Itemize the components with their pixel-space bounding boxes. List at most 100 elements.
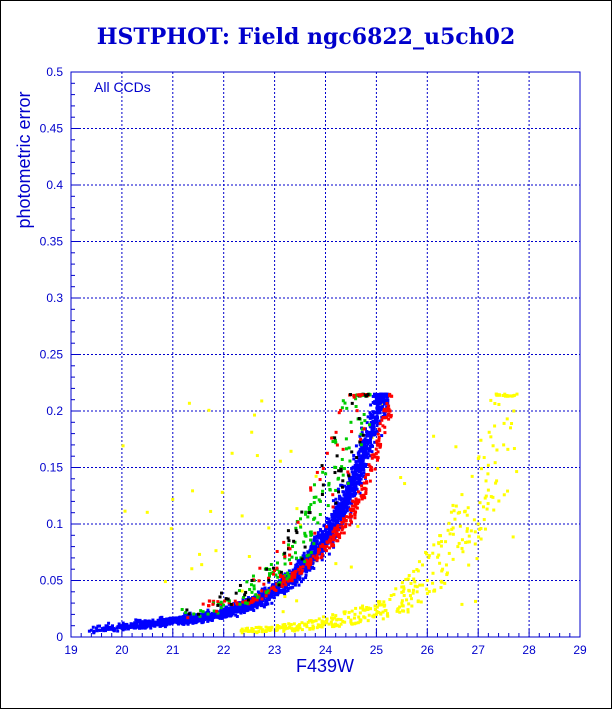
- data-point-black: [341, 479, 345, 483]
- data-point-red: [351, 507, 355, 511]
- plot-area-border: [70, 71, 581, 638]
- data-point-red: [288, 553, 292, 557]
- data-point-yellow: [433, 588, 437, 592]
- data-point-yellow: [427, 590, 431, 594]
- data-point-blue: [233, 609, 237, 613]
- data-point-red: [344, 524, 348, 528]
- data-point-yellow: [413, 580, 417, 584]
- data-point-yellow: [400, 599, 404, 603]
- data-point-red: [319, 556, 323, 560]
- data-point-green: [327, 481, 331, 485]
- data-point-green: [362, 412, 366, 416]
- data-point-blue: [335, 518, 339, 522]
- data-point-yellow: [515, 470, 519, 474]
- data-point-red: [362, 427, 366, 431]
- data-point-blue: [353, 493, 357, 497]
- data-point-blue: [225, 606, 229, 610]
- data-point-blue: [125, 626, 129, 630]
- data-point-yellow: [361, 607, 365, 611]
- data-point-yellow: [260, 628, 264, 632]
- data-point-red: [349, 509, 353, 513]
- data-point-blue: [184, 616, 188, 620]
- data-point-red: [320, 552, 324, 556]
- data-point-blue: [338, 526, 342, 530]
- data-point-blue: [165, 617, 169, 621]
- data-point-blue: [357, 454, 361, 458]
- data-point-yellow: [486, 472, 490, 476]
- data-point-yellow: [407, 589, 411, 593]
- data-point-red: [372, 453, 376, 457]
- data-point-red: [337, 528, 341, 532]
- data-point-yellow: [418, 583, 422, 587]
- data-point-yellow: [366, 619, 370, 623]
- data-point-red: [315, 558, 319, 562]
- data-point-yellow: [296, 625, 300, 629]
- data-point-green: [318, 499, 322, 503]
- data-point-blue: [270, 590, 274, 594]
- data-point-black: [229, 602, 233, 606]
- data-point-yellow: [395, 609, 399, 613]
- data-point-blue: [227, 602, 231, 606]
- data-point-black: [300, 510, 304, 514]
- data-point-red: [315, 470, 319, 474]
- data-point-yellow: [438, 534, 442, 538]
- data-point-blue: [350, 502, 354, 506]
- data-point-red: [388, 409, 392, 413]
- data-point-red: [364, 491, 368, 495]
- data-point-blue: [104, 629, 108, 633]
- data-point-red: [260, 597, 264, 601]
- data-point-yellow: [411, 588, 415, 592]
- data-point-blue: [221, 615, 225, 619]
- data-point-green: [316, 521, 320, 525]
- data-point-blue: [236, 609, 240, 613]
- data-point-yellow: [512, 447, 516, 451]
- data-point-yellow: [447, 521, 451, 525]
- data-point-yellow: [465, 540, 469, 544]
- data-point-blue: [354, 467, 358, 471]
- data-point-yellow: [311, 627, 315, 631]
- data-point-yellow: [454, 445, 458, 449]
- data-point-blue: [379, 399, 383, 403]
- data-point-red: [380, 418, 384, 422]
- data-point-yellow: [369, 607, 373, 611]
- data-point-black: [187, 612, 191, 616]
- data-point-yellow: [450, 527, 454, 531]
- data-point-red: [377, 435, 381, 439]
- data-point-yellow: [440, 569, 444, 573]
- data-point-blue: [205, 615, 209, 619]
- data-point-yellow: [260, 399, 264, 403]
- data-point-yellow: [489, 398, 493, 402]
- data-point-blue: [130, 625, 134, 629]
- data-point-green: [334, 441, 338, 445]
- data-point-black: [366, 393, 370, 397]
- data-point-blue: [164, 620, 168, 624]
- data-point-blue: [253, 602, 257, 606]
- data-point-blue: [350, 483, 354, 487]
- data-point-yellow: [350, 622, 354, 626]
- data-point-blue: [366, 456, 370, 460]
- data-point-yellow: [314, 619, 318, 623]
- data-point-blue: [372, 392, 376, 396]
- data-point-yellow: [439, 579, 443, 583]
- data-point-green: [242, 596, 246, 600]
- data-point-blue: [189, 615, 193, 619]
- data-point-yellow: [290, 627, 294, 631]
- data-point-yellow: [335, 623, 339, 627]
- data-point-blue: [365, 453, 369, 457]
- data-point-yellow: [320, 625, 324, 629]
- data-point-green: [245, 580, 249, 584]
- data-point-blue: [202, 614, 206, 618]
- data-point-yellow: [401, 604, 405, 608]
- data-point-blue: [357, 473, 361, 477]
- data-point-blue: [262, 595, 266, 599]
- data-point-blue: [371, 410, 375, 414]
- data-point-red: [364, 480, 368, 484]
- data-point-blue: [354, 465, 358, 469]
- data-point-blue: [120, 626, 124, 630]
- data-point-green: [212, 609, 216, 613]
- data-point-yellow: [333, 616, 337, 620]
- data-point-yellow: [388, 597, 392, 601]
- data-point-blue: [249, 605, 253, 609]
- data-point-green: [307, 507, 311, 511]
- data-point-blue: [355, 487, 359, 491]
